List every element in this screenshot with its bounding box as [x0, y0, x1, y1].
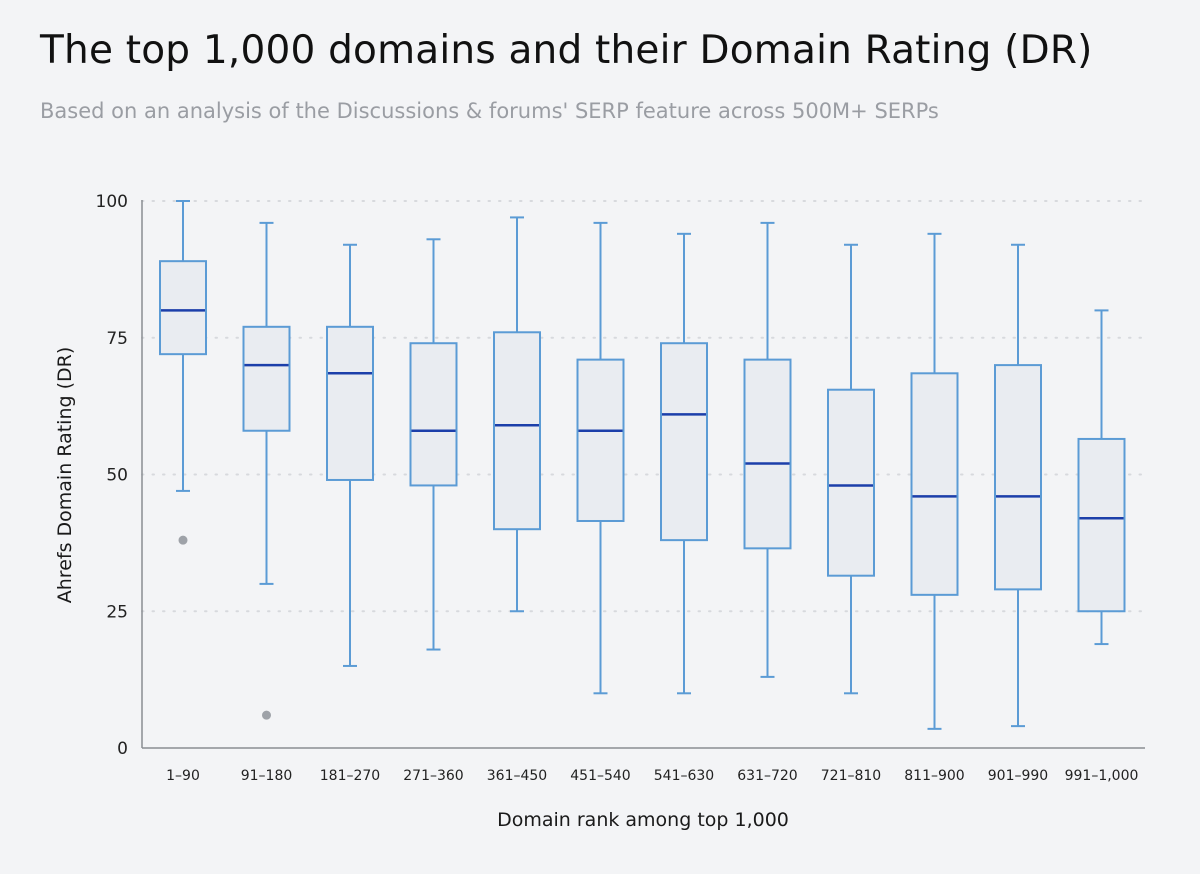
x-tick-label-811–900: 811–900: [904, 768, 964, 784]
box-631–720: [743, 221, 792, 678]
iqr-box: [326, 325, 374, 481]
y-tick-label-100: 100: [96, 192, 128, 212]
iqr-box: [910, 372, 959, 596]
x-tick-label-361–450: 361–450: [487, 768, 547, 784]
x-tick-label-1–90: 1–90: [166, 768, 200, 784]
y-tick-label-0: 0: [117, 739, 128, 759]
iqr-box: [409, 342, 458, 487]
box-811–900: [910, 232, 959, 730]
box-181–270: [326, 243, 374, 667]
box-541–630: [660, 232, 708, 695]
gridlines: [141, 200, 1146, 613]
tick-labels: 0 25 50 75 100 1–90 91–180 181–270 271–360 361–45…: [96, 192, 1139, 784]
iqr-box: [242, 325, 291, 432]
x-tick-label-181–270: 181–270: [320, 768, 380, 784]
outlier-point: [178, 535, 188, 545]
outlier-point: [262, 710, 271, 720]
x-tick-label-991–1,000: 991–1,000: [1065, 768, 1139, 784]
x-tick-label-721–810: 721–810: [821, 768, 881, 784]
x-axis-title: Domain rank among top 1,000: [497, 809, 789, 831]
iqr-box: [994, 364, 1042, 591]
iqr-box: [493, 331, 541, 531]
iqr-box: [159, 260, 207, 356]
iqr-box: [660, 342, 708, 542]
y-tick-label-50: 50: [106, 466, 128, 486]
box-1–90: [159, 200, 207, 545]
box-721–810: [827, 243, 875, 695]
axes: [141, 200, 1145, 749]
box-91–180: [242, 221, 291, 720]
iqr-box: [743, 358, 792, 550]
y-axis-title: Ahrefs Domain Rating (DR): [54, 347, 76, 603]
x-tick-label-91–180: 91–180: [241, 768, 293, 784]
y-tick-label-75: 75: [106, 329, 128, 349]
box-271–360: [409, 238, 458, 651]
x-tick-label-271–360: 271–360: [403, 768, 463, 784]
box-991–1,000: [1077, 309, 1126, 646]
iqr-box: [827, 388, 875, 577]
boxes: [159, 200, 1126, 730]
x-tick-label-451–540: 451–540: [570, 768, 630, 784]
box-361–450: [493, 216, 541, 613]
y-tick-label-25: 25: [106, 602, 128, 622]
iqr-box: [576, 358, 625, 522]
x-tick-label-541–630: 541–630: [654, 768, 714, 784]
box-451–540: [576, 221, 625, 695]
chart-subtitle: Based on an analysis of the Discussions …: [40, 99, 939, 123]
iqr-box: [1077, 437, 1126, 613]
chart-title: The top 1,000 domains and their Domain R…: [40, 28, 1093, 73]
x-tick-label-631–720: 631–720: [737, 768, 797, 784]
box-901–990: [994, 243, 1042, 728]
x-tick-label-901–990: 901–990: [988, 768, 1048, 784]
